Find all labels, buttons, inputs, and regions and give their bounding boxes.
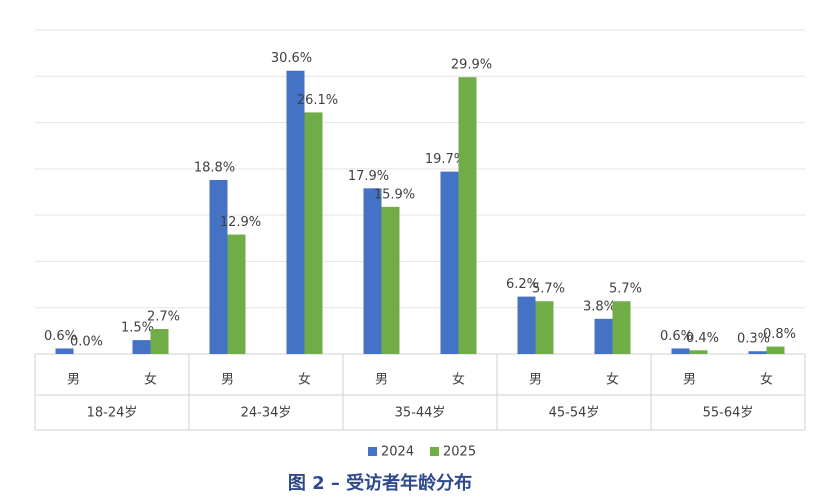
chart-title: 图 2 – 受访者年龄分布	[288, 472, 472, 494]
x-tick-label: 男	[529, 373, 542, 388]
bar	[766, 346, 785, 354]
group-label: 18-24岁	[87, 406, 138, 421]
x-tick-label: 女	[144, 372, 157, 388]
data-label: 29.9%	[451, 58, 492, 73]
bar	[458, 77, 477, 354]
bar	[517, 296, 536, 354]
data-label: 18.8%	[194, 160, 235, 175]
legend-swatch	[430, 447, 439, 456]
data-label: 26.1%	[297, 93, 338, 108]
x-tick-label: 女	[606, 372, 619, 388]
bar	[440, 171, 459, 354]
data-label: 17.9%	[348, 169, 389, 184]
data-label: 0.0%	[70, 335, 103, 350]
data-label: 0.6%	[660, 329, 693, 344]
bar	[535, 301, 554, 354]
x-tick-label: 女	[452, 372, 465, 388]
data-label: 0.6%	[44, 329, 77, 344]
bar	[689, 350, 708, 354]
data-label: 3.8%	[583, 299, 616, 314]
bar	[55, 348, 74, 354]
data-label: 15.9%	[374, 187, 415, 202]
x-tick-label: 男	[375, 373, 388, 388]
data-label: 1.5%	[121, 321, 154, 336]
x-tick-label: 男	[221, 373, 234, 388]
legend-label: 2025	[443, 445, 476, 460]
bar	[671, 348, 690, 354]
data-label: 12.9%	[220, 215, 261, 230]
x-tick-label: 女	[760, 372, 773, 388]
data-label: 0.3%	[737, 332, 770, 347]
data-label: 6.2%	[506, 277, 539, 292]
x-tick-label: 男	[683, 373, 696, 388]
bar	[381, 206, 400, 354]
legend-label: 2024	[381, 445, 414, 460]
group-label: 55-64岁	[703, 406, 754, 421]
bar	[594, 318, 613, 354]
data-label: 19.7%	[425, 152, 466, 167]
bar	[304, 112, 323, 354]
bar	[132, 340, 151, 354]
data-label: 30.6%	[271, 51, 312, 66]
data-label: 5.7%	[609, 282, 642, 297]
data-label: 0.8%	[763, 327, 796, 342]
bar	[748, 351, 767, 354]
bar	[363, 188, 382, 354]
data-label: 5.7%	[532, 282, 565, 297]
bar	[150, 329, 169, 354]
bar	[612, 301, 631, 354]
group-label: 24-34岁	[241, 406, 292, 421]
bar	[227, 234, 246, 354]
x-tick-label: 女	[298, 372, 311, 388]
x-tick-label: 男	[67, 373, 80, 388]
legend-swatch	[368, 447, 377, 456]
bar	[209, 179, 228, 354]
data-label: 2.7%	[147, 310, 180, 325]
group-label: 45-54岁	[549, 406, 600, 421]
data-label: 0.4%	[686, 331, 719, 346]
bar	[286, 70, 305, 354]
group-label: 35-44岁	[395, 406, 446, 421]
